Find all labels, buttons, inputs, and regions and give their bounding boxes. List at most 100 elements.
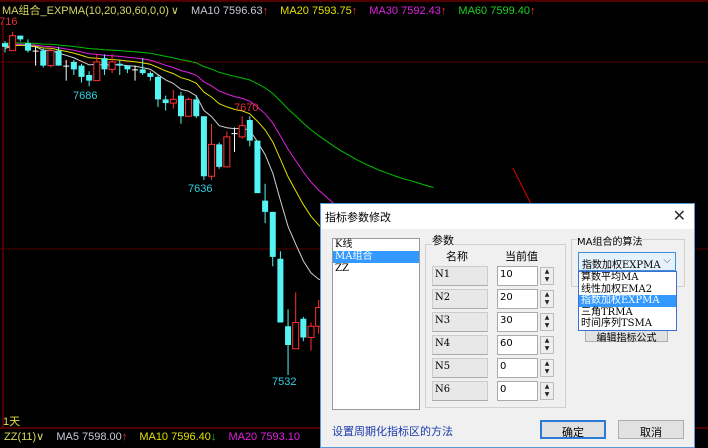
candle-up <box>223 136 231 168</box>
spinner[interactable]: ▲ ▼ <box>540 290 554 308</box>
cancel-button[interactable]: 取消 <box>618 420 684 439</box>
params-group <box>425 244 566 408</box>
candle-down <box>155 76 161 100</box>
algo-option[interactable]: 算数平均MA <box>581 272 639 283</box>
candle-down <box>70 61 77 70</box>
candle-up <box>292 322 300 350</box>
dialog-title: 指标参数修改 <box>325 211 391 224</box>
price-label-low: 7532 <box>272 376 297 388</box>
param-name: N1 <box>432 266 488 286</box>
param-name: N4 <box>432 335 488 355</box>
up-arrow-icon: ↑ <box>121 431 128 443</box>
param-value-input[interactable]: 20 <box>497 289 538 309</box>
param-value-input[interactable]: 60 <box>497 335 538 355</box>
param-value-input[interactable]: 30 <box>497 312 538 332</box>
chevron-down-icon: ⌵ <box>663 255 671 266</box>
spin-up-icon[interactable]: ▲ <box>544 360 550 367</box>
spin-up-icon[interactable]: ▲ <box>544 268 550 275</box>
param-row: N2 20 ▲ ▼ <box>432 289 557 309</box>
up-arrow-icon: ↑ <box>262 5 269 17</box>
indicator-list-item[interactable]: K线 <box>335 239 353 250</box>
candle-up <box>307 325 315 338</box>
candle-down <box>32 50 39 52</box>
spin-up-icon[interactable]: ▲ <box>544 383 550 390</box>
spin-down-icon[interactable]: ▼ <box>544 276 550 283</box>
close-icon[interactable]: ✕ <box>672 206 686 225</box>
help-link[interactable]: 设置周期化指标区的方法 <box>332 425 453 438</box>
candle-down <box>24 43 31 51</box>
candle-down <box>246 120 253 141</box>
indicator-params-dialog: 指标参数修改 ✕ K线 MA组合 ZZ 参数 名称 当前值 N1 10 ▲ ▼ N2… <box>320 203 695 448</box>
algo-select[interactable]: 指数加权EXPMA ⌵ <box>578 252 676 271</box>
candle-down <box>147 73 154 77</box>
up-arrow-icon: ↑ <box>440 5 447 17</box>
param-row: N4 60 ▲ ▼ <box>432 335 557 355</box>
algo-option[interactable]: 三角TRMA <box>581 306 633 318</box>
candle-up <box>47 50 55 67</box>
candle-up <box>9 35 17 52</box>
spin-down-icon[interactable]: ▼ <box>544 368 550 375</box>
params-group-label: 参数 <box>432 232 454 248</box>
dialog-title-bar[interactable]: 指标参数修改 ✕ <box>321 204 694 229</box>
candle-down <box>139 69 146 74</box>
candle-down <box>231 133 238 135</box>
spin-down-icon[interactable]: ▼ <box>544 322 550 329</box>
param-value-input[interactable]: 0 <box>497 358 538 378</box>
param-value-input[interactable]: 0 <box>497 381 538 401</box>
chart-header: MA组合_EXPMA(10,20,30,60,0,0) ∨ MA10 7596.6… <box>2 2 544 18</box>
footer-ma5: MA5 7598.00 <box>56 431 122 443</box>
param-value-input[interactable]: 10 <box>497 266 538 286</box>
spin-down-icon[interactable]: ▼ <box>544 391 550 398</box>
algo-option[interactable]: 线性加权EMA2 <box>581 283 653 295</box>
param-row: N1 10 ▲ ▼ <box>432 266 557 286</box>
candle-down <box>262 200 269 212</box>
candle-up <box>238 125 246 138</box>
candle-down <box>285 326 292 345</box>
spinner[interactable]: ▲ ▼ <box>540 267 554 285</box>
spin-up-icon[interactable]: ▲ <box>544 314 550 321</box>
candle-down <box>63 65 70 67</box>
algo-dropdown-list[interactable]: 算数平均MA 线性加权EMA2 指数加权EXPMA 三角TRMA 时间序列TSM… <box>578 271 677 331</box>
spin-up-icon[interactable]: ▲ <box>544 291 550 298</box>
ok-button[interactable]: 确定 <box>540 420 606 439</box>
price-label-high: 7670 <box>234 102 259 114</box>
candle-down <box>101 58 108 70</box>
candle-up <box>93 61 101 82</box>
param-row: N6 0 ▲ ▼ <box>432 381 557 401</box>
spinner[interactable]: ▲ ▼ <box>540 336 554 354</box>
spinner[interactable]: ▲ ▼ <box>540 313 554 331</box>
spinner[interactable]: ▲ ▼ <box>540 382 554 400</box>
algo-option-selected[interactable]: 指数加权EXPMA <box>579 295 676 307</box>
indicator-name[interactable]: MA组合_EXPMA(10,20,30,60,0,0) ∨ <box>2 5 179 17</box>
footer-indicator-name[interactable]: ZZ(11)∨ <box>4 431 45 443</box>
candle-down <box>300 318 307 338</box>
down-arrow-icon: ↓ <box>210 431 217 443</box>
candle-down <box>124 65 131 70</box>
param-name: N5 <box>432 358 488 378</box>
candle-down <box>2 43 8 47</box>
candle-up <box>208 143 216 177</box>
candle-down <box>17 35 24 40</box>
candle-down <box>269 211 276 257</box>
up-arrow-icon: ↑ <box>351 5 358 17</box>
candle-down <box>162 99 169 104</box>
footer-ma10: MA10 7596.40 <box>139 431 211 443</box>
spinner[interactable]: ▲ ▼ <box>540 359 554 377</box>
price-label-low: 7636 <box>188 183 213 195</box>
algo-option[interactable]: 时间序列TSMA <box>581 318 652 329</box>
indicator-list[interactable]: K线 MA组合 ZZ <box>332 238 420 410</box>
spin-down-icon[interactable]: ▼ <box>544 299 550 306</box>
col-name-header: 名称 <box>446 248 468 264</box>
indicator-list-item[interactable]: ZZ <box>335 263 349 274</box>
param-name: N6 <box>432 381 488 401</box>
spin-down-icon[interactable]: ▼ <box>544 345 550 352</box>
param-row: N5 0 ▲ ▼ <box>432 358 557 378</box>
col-value-header: 当前值 <box>505 248 538 264</box>
chevron-down-icon[interactable]: ∨ <box>170 5 179 17</box>
candle-down <box>78 65 85 77</box>
param-name: N3 <box>432 312 488 332</box>
indicator-list-item-selected[interactable]: MA组合 <box>333 251 419 263</box>
ma60-value: MA60 7599.40 <box>458 5 530 17</box>
spin-up-icon[interactable]: ▲ <box>544 337 550 344</box>
